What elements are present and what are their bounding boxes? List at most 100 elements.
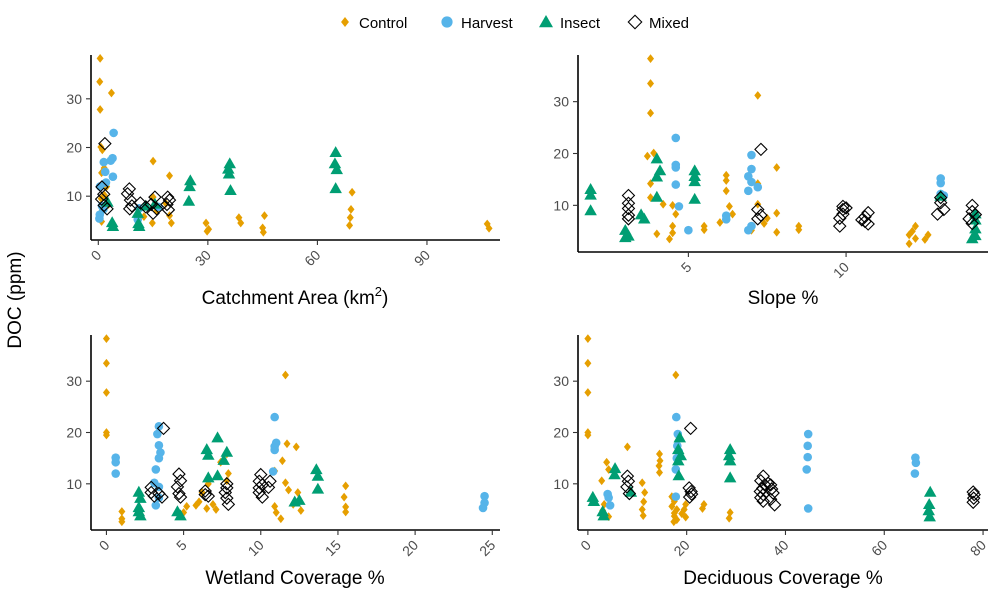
data-point-mixed [148, 190, 162, 204]
panel-wetland-coverage: 10 20 30 0 5 10 15 20 25 Wetland Coverage % [66, 334, 500, 589]
data-point-insect [310, 463, 323, 475]
x-axis-title-catchment-main: Catchment Area (km [202, 288, 375, 309]
y-tick-label: 20 [553, 146, 569, 162]
data-point-insect [329, 146, 342, 158]
data-point-insect [688, 175, 701, 187]
data-point-control [102, 358, 110, 368]
x-tick-label: 0 [577, 537, 594, 554]
x-axis-title-slope: Slope % [748, 288, 819, 309]
data-point-mixed [173, 473, 188, 488]
data-point-control [905, 230, 913, 240]
data-point-insect [723, 454, 737, 466]
data-point-harvest [936, 178, 945, 188]
data-point-mixed [767, 498, 782, 512]
x-tick-label: 60 [301, 247, 323, 269]
data-point-control [346, 221, 354, 230]
data-point-harvest [111, 469, 120, 478]
data-point-mixed [220, 477, 234, 491]
data-point-control [271, 502, 279, 511]
data-point-control [237, 218, 245, 228]
data-point-insect [637, 212, 651, 224]
data-point-mixed [94, 192, 109, 206]
data-point-insect [597, 509, 610, 521]
data-point-harvest [671, 492, 681, 501]
data-point-control [641, 488, 649, 497]
data-point-mixed [965, 216, 980, 231]
data-point-insect [202, 448, 215, 460]
data-point-control [102, 388, 110, 397]
data-point-insect [923, 510, 936, 522]
data-point-control [638, 505, 646, 514]
data-point-mixed [172, 486, 186, 501]
x-tick-label: 25 [476, 537, 498, 559]
data-point-control [340, 492, 348, 502]
x-tick-label: 40 [769, 537, 791, 559]
data-point-harvest [910, 469, 920, 478]
x-tick-label: 10 [245, 537, 267, 559]
data-point-control [283, 439, 291, 449]
data-point-insect [224, 184, 237, 196]
x-axis-title-catchment-sup: 2 [375, 284, 382, 299]
data-point-mixed [836, 207, 850, 221]
data-point-control [166, 171, 174, 181]
data-point-insect [330, 163, 344, 175]
data-point-control [725, 513, 733, 523]
data-point-insect [587, 495, 601, 506]
y-tick-label: 10 [66, 476, 82, 492]
data-point-control [277, 514, 285, 524]
data-point-mixed [621, 474, 636, 489]
data-point-control [224, 469, 232, 478]
data-point-mixed [621, 188, 636, 203]
data-point-harvest [671, 163, 681, 172]
data-point-mixed [937, 202, 951, 217]
x-axis-title-catchment: Catchment Area (km2) [202, 284, 389, 309]
data-point-harvest [153, 429, 162, 439]
data-point-insect [182, 194, 196, 206]
y-tick-label: 30 [66, 373, 82, 389]
data-point-harvest [154, 441, 164, 450]
data-point-mixed [123, 193, 138, 207]
data-point-insect [220, 445, 234, 457]
data-point-mixed [855, 213, 869, 227]
data-point-control [795, 225, 803, 235]
data-point-harvest [270, 412, 279, 422]
data-point-mixed [750, 212, 765, 226]
data-point-control [672, 209, 680, 219]
data-point-control [584, 334, 592, 343]
data-point-insect [969, 222, 982, 234]
data-point-mixed [763, 478, 778, 492]
data-point-control [203, 226, 211, 236]
data-point-control [584, 358, 592, 368]
data-point-insect [584, 204, 597, 216]
data-point-mixed [100, 202, 114, 216]
data-point-control [682, 512, 690, 522]
data-point-harvest [803, 441, 812, 451]
panel-slope: 10 20 30 5 10 Slope % [553, 54, 988, 309]
legend: Control Harvest Insect Mixed [341, 14, 689, 32]
data-point-control [700, 499, 708, 509]
data-point-control [294, 488, 302, 497]
data-point-insect [200, 443, 214, 455]
data-point-control [281, 370, 289, 380]
data-point-control [260, 211, 268, 221]
data-point-harvest [480, 491, 489, 501]
data-point-harvest [747, 164, 756, 174]
data-point-control [911, 234, 919, 243]
data-point-control [647, 193, 655, 202]
data-point-insect [922, 504, 935, 516]
data-point-insect [608, 462, 622, 474]
data-point-insect [222, 162, 235, 174]
data-point-harvest [911, 458, 921, 468]
data-point-mixed [133, 196, 148, 210]
data-point-insect [184, 174, 197, 186]
data-point-control [647, 108, 655, 118]
data-point-control [682, 499, 690, 509]
data-point-control [673, 515, 681, 525]
data-point-control [639, 511, 647, 521]
x-tick-label: 0 [88, 247, 105, 264]
data-point-harvest [154, 453, 164, 463]
data-point-harvest [671, 180, 681, 189]
data-point-mixed [763, 492, 778, 506]
x-tick-label: 80 [967, 537, 989, 559]
x-tick-label: 0 [96, 537, 113, 554]
